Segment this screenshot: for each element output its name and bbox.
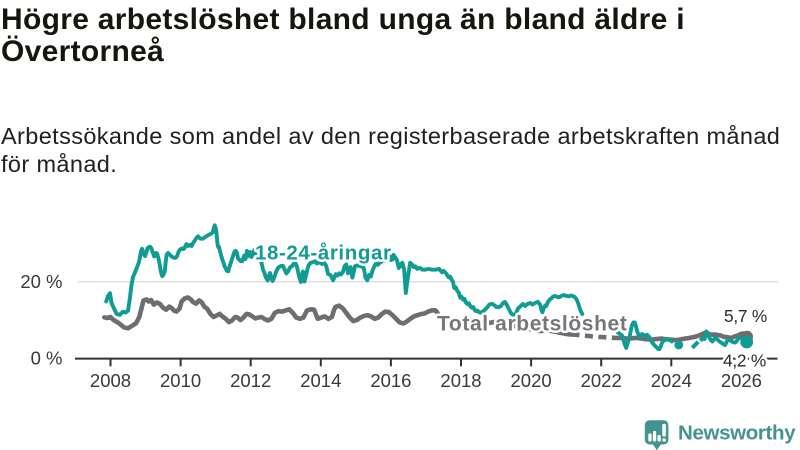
svg-text:4,2 %: 4,2 % xyxy=(723,350,766,370)
svg-text:2026: 2026 xyxy=(721,370,762,391)
svg-text:2024: 2024 xyxy=(651,370,692,391)
svg-text:2022: 2022 xyxy=(581,370,622,391)
svg-text:20 %: 20 % xyxy=(20,271,62,292)
svg-text:2018: 2018 xyxy=(440,370,481,391)
svg-text:2020: 2020 xyxy=(511,370,552,391)
svg-text:2008: 2008 xyxy=(90,370,131,391)
svg-text:2014: 2014 xyxy=(300,370,341,391)
svg-text:0 %: 0 % xyxy=(31,347,63,368)
svg-text:18-24-åringar: 18-24-åringar xyxy=(255,242,392,265)
svg-text:Newsworthy: Newsworthy xyxy=(678,422,796,445)
svg-text:2010: 2010 xyxy=(160,370,201,391)
svg-text:Total arbetslöshet: Total arbetslöshet xyxy=(437,313,627,336)
svg-text:2016: 2016 xyxy=(370,370,411,391)
svg-text:5,7 %: 5,7 % xyxy=(724,306,767,326)
svg-text:2012: 2012 xyxy=(230,370,271,391)
